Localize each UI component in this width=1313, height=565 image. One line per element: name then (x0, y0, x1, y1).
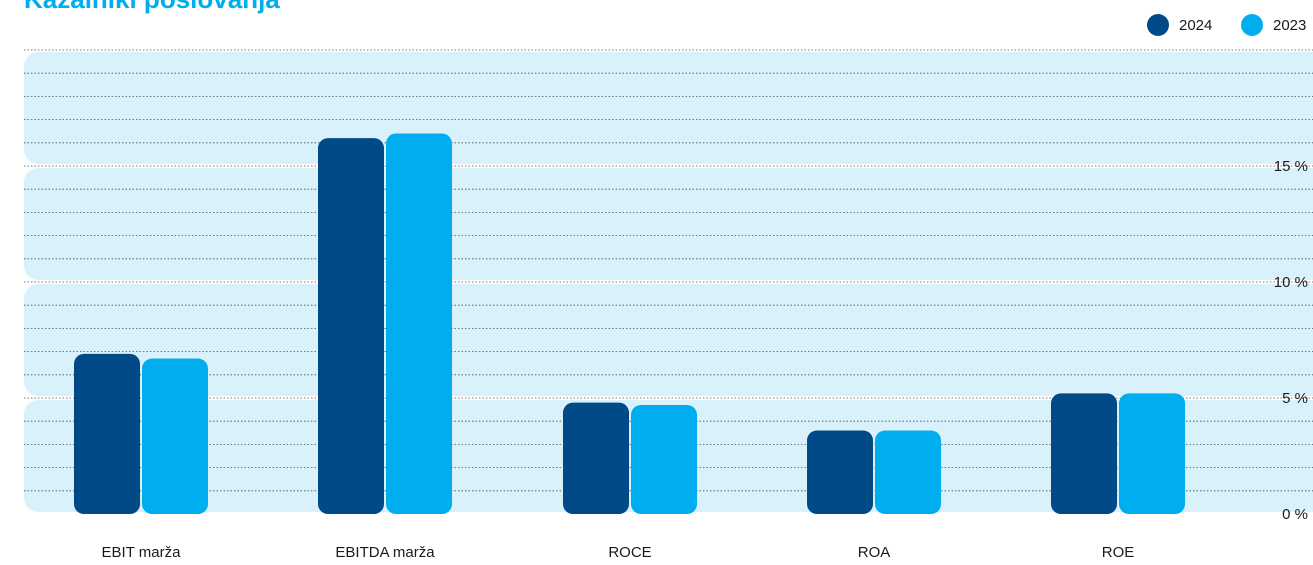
chart-title: Kazalniki poslovanja (24, 0, 280, 14)
y-tick-label: 0 % (1282, 506, 1308, 523)
legend-label-2024: 2024 (1179, 16, 1213, 34)
bar-2024-3 (807, 430, 873, 514)
bar-2023-4 (1119, 393, 1185, 514)
legend-swatch-2023 (1241, 14, 1263, 36)
bar-2024-4 (1051, 393, 1117, 514)
grid-band (24, 52, 1313, 164)
x-category-label: ROE (1102, 544, 1135, 561)
y-tick-label: 5 % (1282, 390, 1308, 407)
bar-2023-0 (142, 358, 208, 514)
bar-2023-1 (386, 133, 452, 514)
y-tick-label: 15 % (1274, 158, 1308, 175)
bar-2023-2 (631, 404, 697, 514)
x-category-label: ROCE (608, 544, 651, 561)
x-category-label: EBIT marža (102, 544, 182, 561)
bar-2024-2 (563, 402, 629, 514)
legend-swatch-2024 (1147, 14, 1169, 36)
x-category-label: ROA (858, 544, 891, 561)
x-category-label: EBITDA marža (335, 544, 435, 561)
legend-item-2024: 2024 (1147, 10, 1212, 40)
grid-band (24, 284, 1313, 396)
bar-2024-0 (74, 353, 140, 514)
grid-band (24, 168, 1313, 280)
bar-2023-3 (875, 430, 941, 514)
legend-item-2023: 2023 (1241, 10, 1306, 40)
legend-label-2023: 2023 (1273, 16, 1307, 34)
legend: 2024 2023 (1053, 10, 1313, 40)
y-tick-label: 10 % (1274, 274, 1308, 291)
bar-2024-1 (318, 138, 384, 514)
